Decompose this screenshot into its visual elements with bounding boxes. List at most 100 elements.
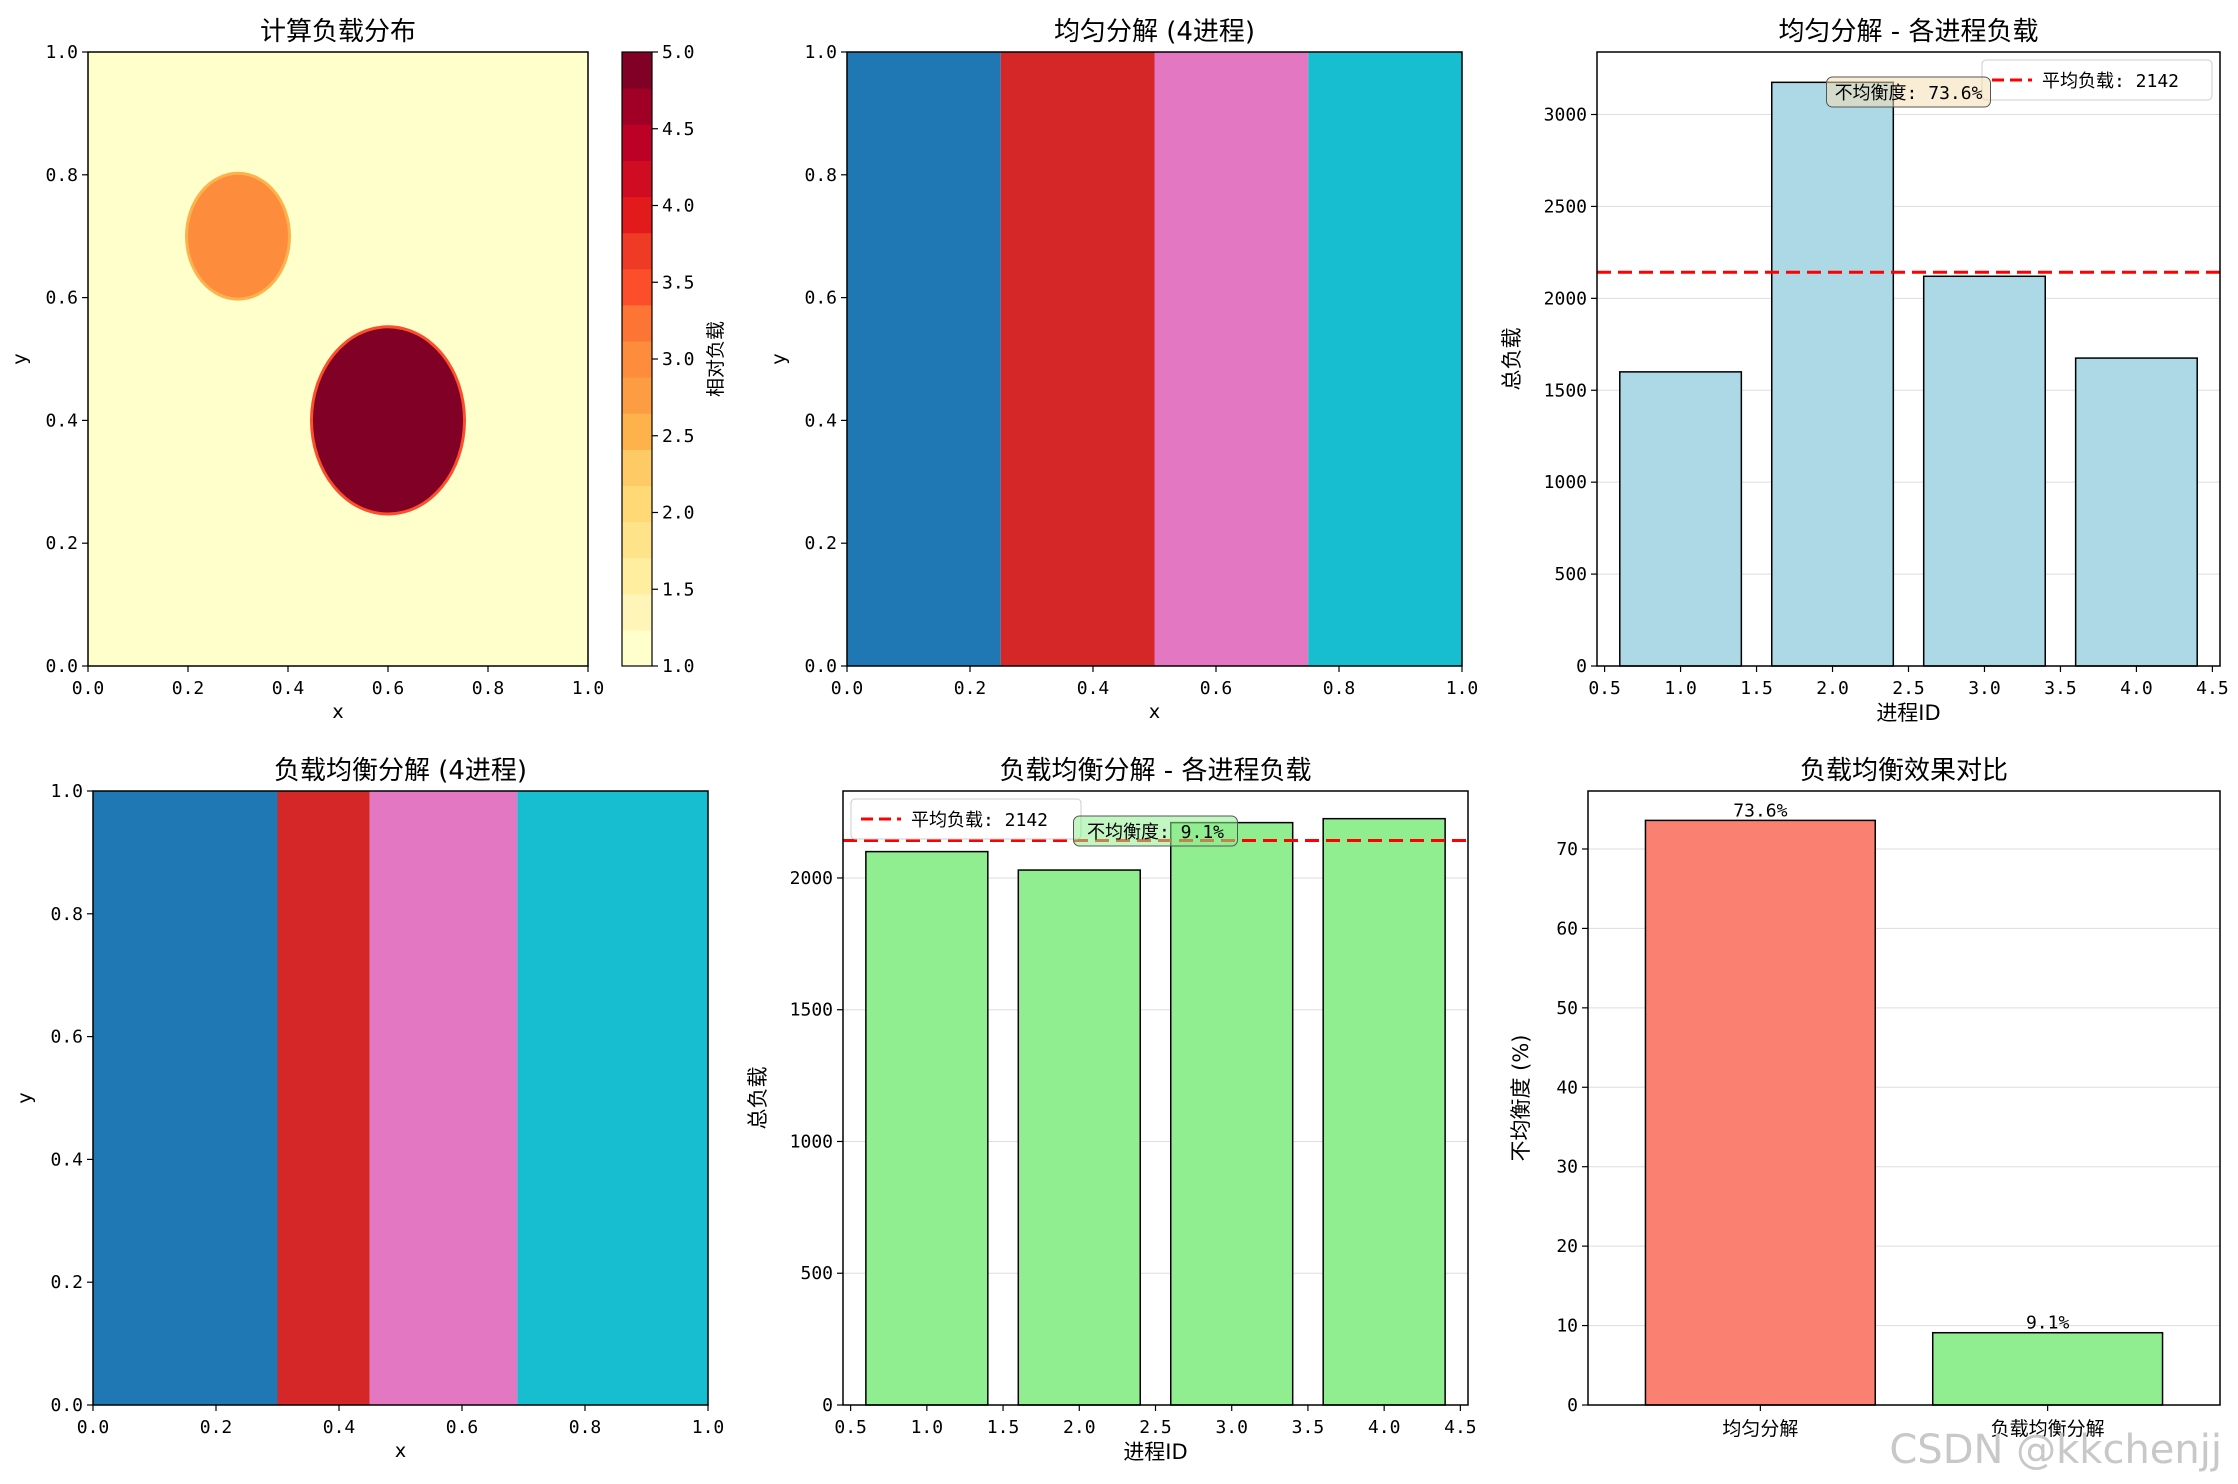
y-tick-label: 2500 <box>1544 196 1587 217</box>
colorbar-tick-label: 3.5 <box>662 272 695 293</box>
x-tick-label: 1.5 <box>1740 678 1773 699</box>
y-tick-label: 50 <box>1556 998 1578 1019</box>
process-region <box>1308 52 1462 666</box>
process-region <box>93 791 278 1405</box>
x-tick-label: 0.2 <box>172 678 205 699</box>
annotation-text: 不均衡度: 9.1% <box>1087 822 1224 843</box>
load-region <box>188 174 288 298</box>
x-tick-label: 3.5 <box>2044 678 2077 699</box>
bar <box>2074 357 2198 667</box>
y-axis-label: 总负载 <box>746 1067 770 1130</box>
axes-frame <box>846 51 1463 667</box>
y-tick-label: 0.0 <box>45 656 78 677</box>
colorbar-tick-label: 3.0 <box>662 349 695 370</box>
y-tick-label: 0.2 <box>45 533 78 554</box>
y-tick-label: 0.6 <box>804 288 837 309</box>
bar-value-label: 73.6% <box>1733 800 1787 821</box>
x-tick-label: 均匀分解 <box>1722 1418 1798 1440</box>
y-tick-label: 1500 <box>1544 380 1587 401</box>
colorbar-level <box>622 449 652 487</box>
colorbar-level <box>622 304 652 342</box>
process-region <box>517 791 708 1405</box>
y-axis-label: 不均衡度 (%) <box>1509 1034 1533 1161</box>
y-tick-label: 0.4 <box>45 410 78 431</box>
y-tick-label: 1.0 <box>50 781 83 802</box>
y-tick-label: 40 <box>1556 1077 1578 1098</box>
y-tick-label: 0 <box>822 1395 833 1416</box>
colorbar-tick-label: 4.0 <box>662 196 695 217</box>
y-tick-label: 0.2 <box>804 533 837 554</box>
y-tick-label: 2000 <box>790 868 833 889</box>
x-tick-label: 0.6 <box>1200 678 1233 699</box>
x-tick-label: 0.8 <box>1323 678 1356 699</box>
x-tick-label: 0.0 <box>77 1417 110 1438</box>
x-tick-label: 0.6 <box>372 678 405 699</box>
y-tick-label: 20 <box>1556 1236 1578 1257</box>
colorbar-level <box>622 124 652 161</box>
y-tick-label: 0.0 <box>804 656 837 677</box>
x-tick-label: 负载均衡分解 <box>1991 1418 2105 1440</box>
x-tick-label: 4.5 <box>1444 1417 1477 1438</box>
x-tick-label: 0.4 <box>323 1417 356 1438</box>
bar <box>865 850 989 1406</box>
colorbar-level <box>622 160 652 198</box>
colorbar-tick-label: 1.5 <box>662 579 695 600</box>
x-tick-label: 0.4 <box>272 678 305 699</box>
y-tick-label: 0.0 <box>50 1395 83 1416</box>
process-region <box>1154 52 1309 666</box>
colorbar-level <box>622 340 652 378</box>
x-tick-label: 3.0 <box>1215 1417 1248 1438</box>
x-tick-label: 2.0 <box>1063 1417 1096 1438</box>
uniform-load-bar-chart: 均匀分解 - 各进程负载 0.5 1.0 1.5 2.0 2.5 3.0 3.5 4.0 4.5 0… <box>1500 17 2229 725</box>
x-tick-label: 2.5 <box>1139 1417 1172 1438</box>
x-tick-label: 1.0 <box>1446 678 1479 699</box>
x-tick-label: 1.0 <box>572 678 605 699</box>
bar-value-label: 9.1% <box>2026 1313 2070 1334</box>
colorbar-level <box>622 232 652 270</box>
process-region <box>1000 52 1155 666</box>
load-region <box>313 328 463 513</box>
y-tick-label: 2000 <box>1544 288 1587 309</box>
bar <box>1322 817 1446 1406</box>
y-tick-label: 3000 <box>1544 105 1587 126</box>
y-tick-label: 0.4 <box>804 410 837 431</box>
x-tick-label: 0.0 <box>72 678 105 699</box>
colorbar-level <box>622 196 652 234</box>
colorbar-tick-label: 1.0 <box>662 656 695 677</box>
chart-title: 负载均衡分解 (4进程) <box>274 756 527 786</box>
y-tick-label: 0.2 <box>50 1272 83 1293</box>
x-axis-label: 进程ID <box>1123 1440 1187 1464</box>
load-distribution-heatmap: 计算负载分布 0.0 0.2 0.4 0.6 0.8 1.0 0.0 0.2 0.4 0.6 0.8 1… <box>9 17 727 723</box>
axes-frame <box>1587 790 2221 1406</box>
bar <box>1644 819 1877 1406</box>
bar <box>1619 371 1743 667</box>
y-tick-label: 0.8 <box>50 904 83 925</box>
y-tick-label: 1.0 <box>804 42 837 63</box>
chart-title: 负载均衡效果对比 <box>1800 756 2008 786</box>
y-tick-label: 1.0 <box>45 42 78 63</box>
x-tick-label: 4.5 <box>2196 678 2229 699</box>
chart-title: 负载均衡分解 - 各进程负载 <box>1000 756 1312 786</box>
colorbar-level <box>622 557 652 595</box>
y-tick-label: 70 <box>1556 839 1578 860</box>
chart-title: 计算负载分布 <box>260 17 416 47</box>
x-tick-label: 3.5 <box>1292 1417 1325 1438</box>
y-tick-label: 0.8 <box>45 165 78 186</box>
annotation-text: 不均衡度: 73.6% <box>1835 83 1983 104</box>
y-tick-label: 0 <box>1576 656 1587 677</box>
x-tick-label: 0.2 <box>954 678 987 699</box>
balanced-decomposition-chart: 负载均衡分解 (4进程) 0.0 0.2 0.4 0.6 0.8 1.0 0.0 0.2 0.4 0… <box>14 756 724 1462</box>
y-axis-label: y <box>768 353 790 364</box>
bar <box>1922 275 2047 667</box>
y-axis-label: 总负载 <box>1500 328 1524 391</box>
x-tick-label: 0.4 <box>1077 678 1110 699</box>
x-tick-label: 1.0 <box>1664 678 1697 699</box>
y-tick-label: 0.6 <box>45 288 78 309</box>
y-tick-label: 0 <box>1567 1395 1578 1416</box>
x-tick-label: 0.6 <box>446 1417 479 1438</box>
process-region <box>369 791 518 1405</box>
x-tick-label: 4.0 <box>1368 1417 1401 1438</box>
colorbar-level <box>622 521 652 559</box>
chart-title: 均匀分解 - 各进程负载 <box>1779 17 2039 47</box>
